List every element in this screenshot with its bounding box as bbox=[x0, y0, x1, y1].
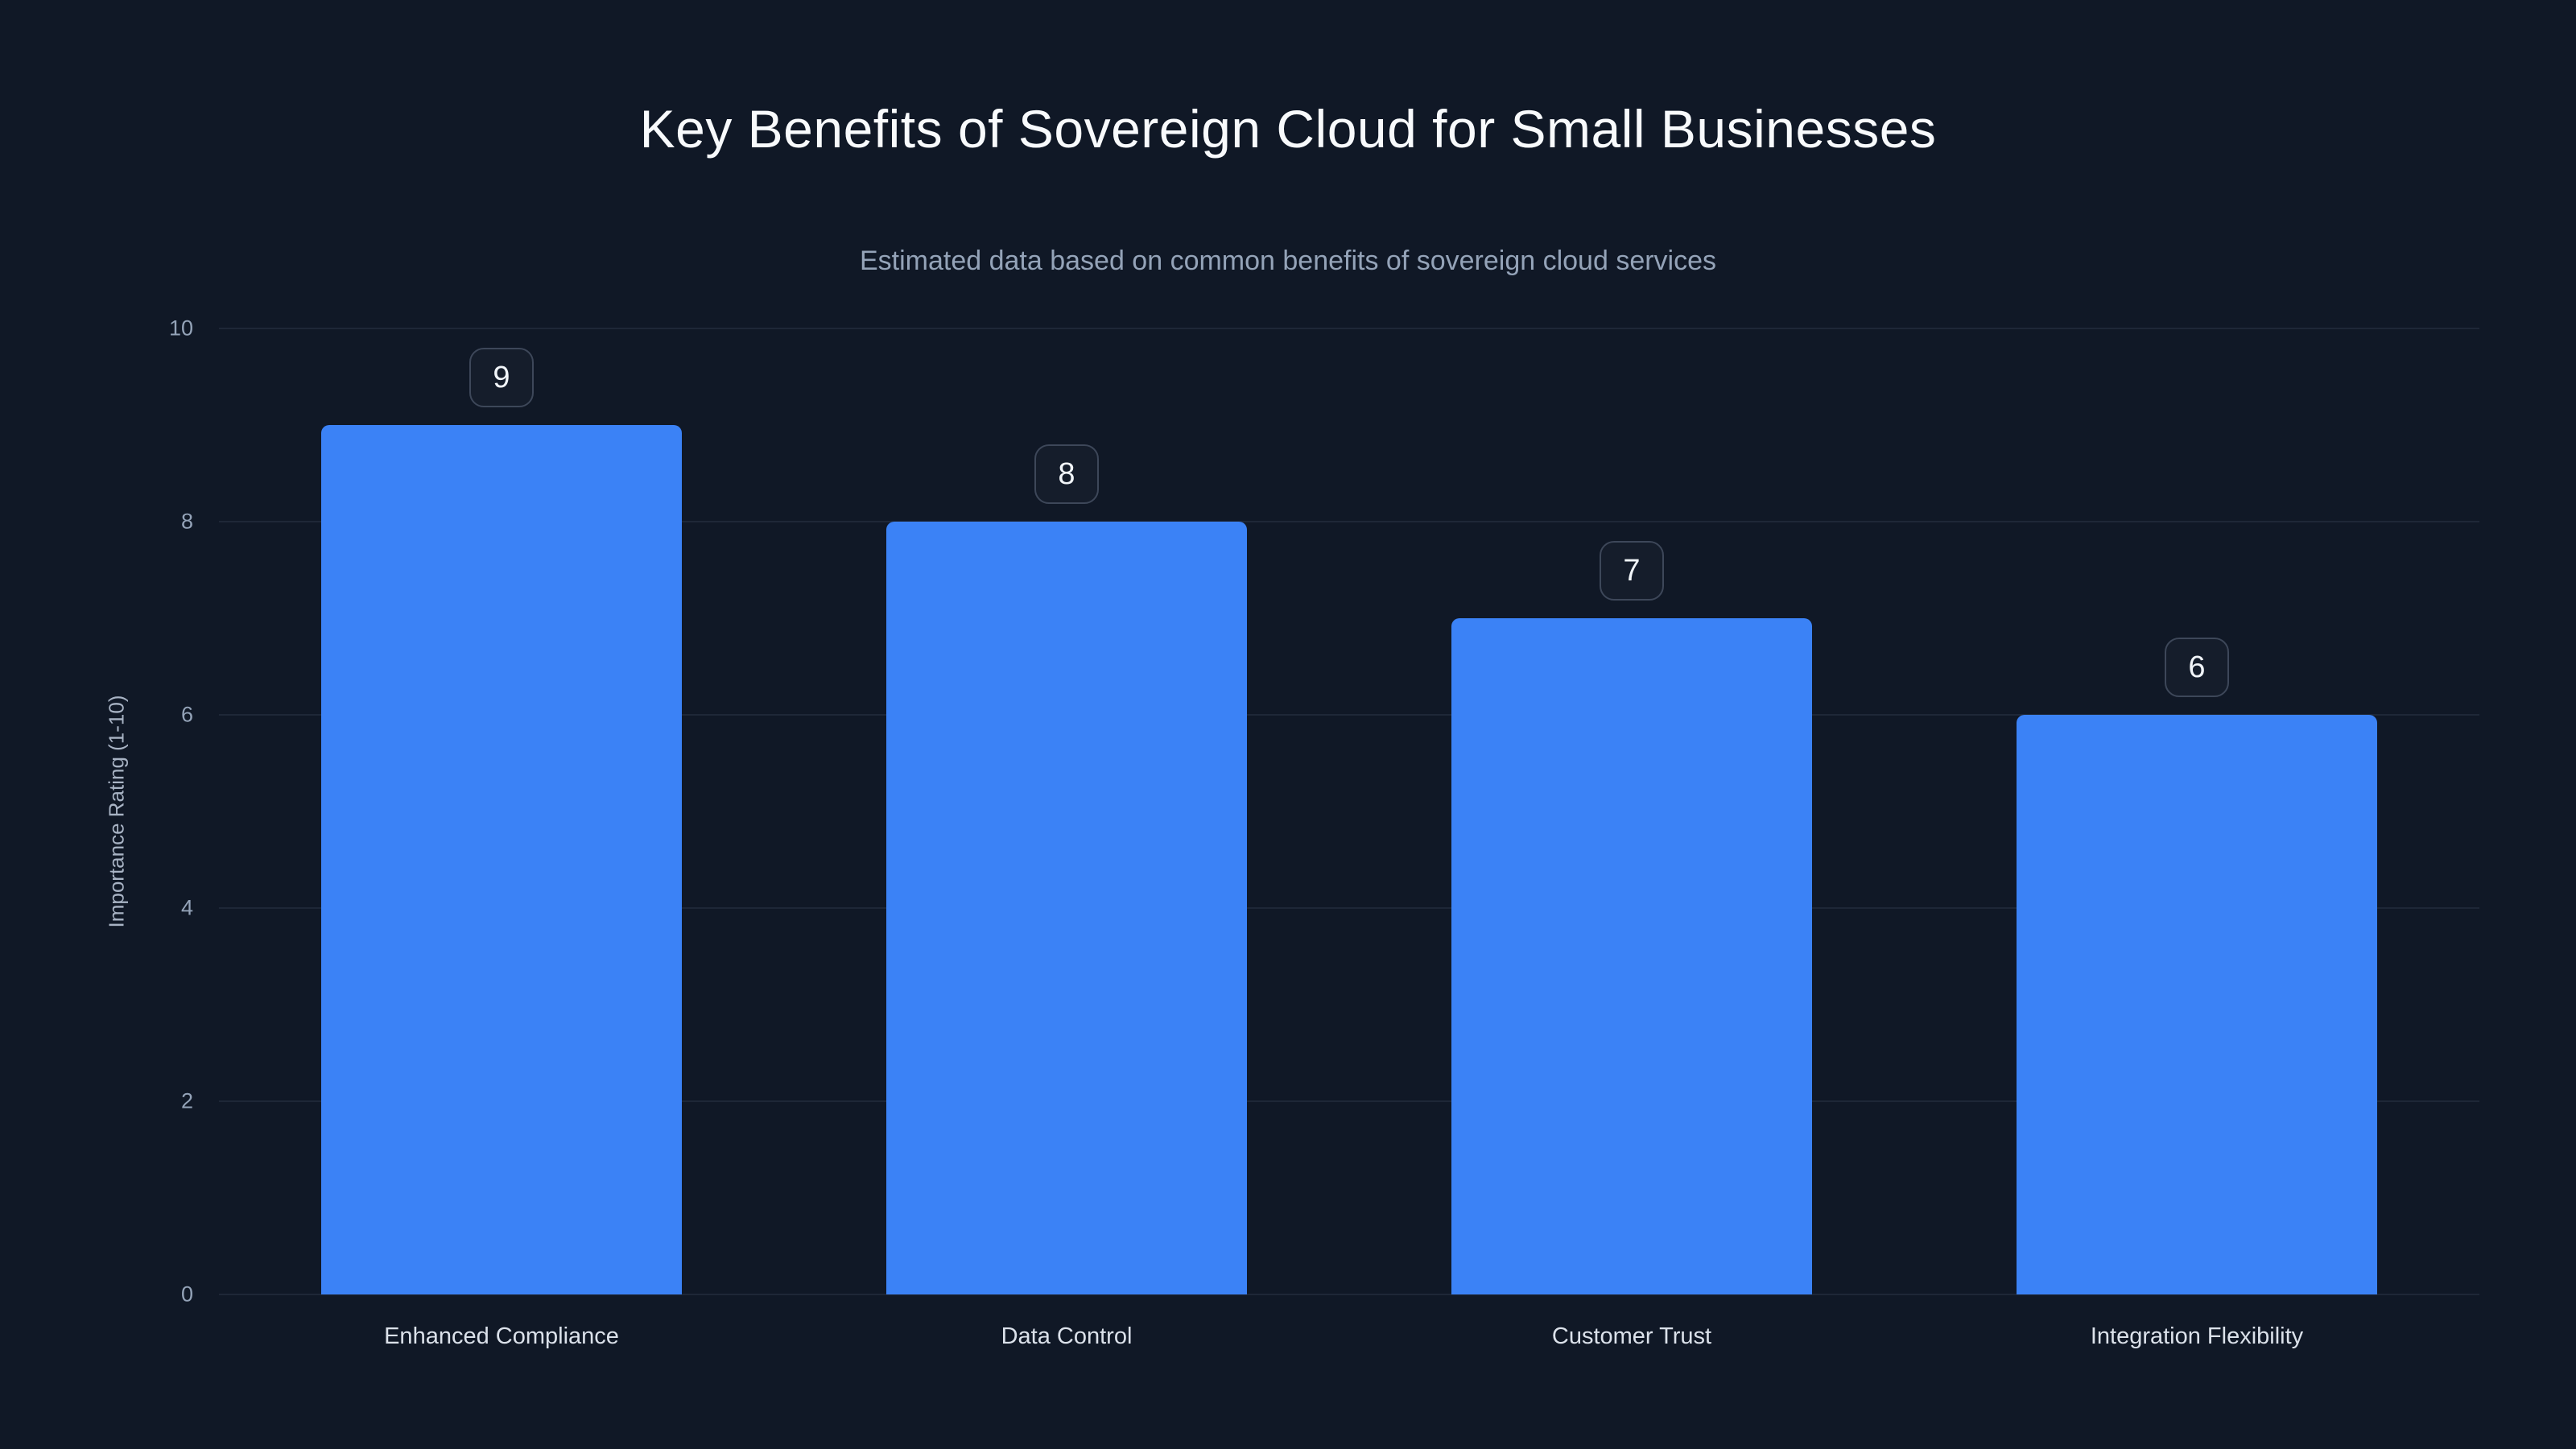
gridline-y-6 bbox=[219, 714, 2479, 716]
x-category-label-1: Data Control bbox=[1001, 1323, 1133, 1349]
y-tick-label-0: 0 bbox=[180, 1282, 193, 1307]
plot-area: 9 8 7 6 bbox=[219, 328, 2479, 1295]
y-tick-label-8: 8 bbox=[180, 509, 193, 534]
y-tick-label-4: 4 bbox=[180, 895, 193, 920]
gridline-y-10 bbox=[219, 328, 2479, 329]
bar-2 bbox=[1451, 618, 1812, 1294]
gridline-y-8 bbox=[219, 521, 2479, 522]
x-category-label-0: Enhanced Compliance bbox=[384, 1323, 619, 1349]
gridline-y-2 bbox=[219, 1100, 2479, 1102]
gridline-y-0 bbox=[219, 1294, 2479, 1295]
value-badge-0: 9 bbox=[469, 348, 534, 407]
bar-0 bbox=[321, 425, 682, 1294]
gridline-y-4 bbox=[219, 907, 2479, 909]
bar-3 bbox=[2017, 715, 2377, 1294]
value-label-0: 9 bbox=[493, 360, 510, 394]
value-badge-2: 7 bbox=[1600, 541, 1664, 601]
value-badge-3: 6 bbox=[2165, 638, 2229, 697]
value-label-2: 7 bbox=[1623, 553, 1641, 588]
value-badge-1: 8 bbox=[1034, 444, 1099, 504]
x-category-label-3: Integration Flexibility bbox=[2090, 1323, 2304, 1349]
chart-title: Key Benefits of Sovereign Cloud for Smal… bbox=[639, 99, 1937, 159]
value-label-3: 6 bbox=[2188, 650, 2206, 684]
y-tick-label-2: 2 bbox=[180, 1088, 193, 1113]
y-tick-label-10: 10 bbox=[168, 316, 193, 341]
y-axis-title: Importance Rating (1-10) bbox=[104, 695, 129, 928]
bar-1 bbox=[886, 522, 1247, 1294]
chart-subtitle: Estimated data based on common benefits … bbox=[859, 246, 1717, 276]
value-label-1: 8 bbox=[1058, 456, 1075, 491]
x-category-label-2: Customer Trust bbox=[1551, 1323, 1712, 1349]
y-tick-label-6: 6 bbox=[180, 702, 193, 727]
